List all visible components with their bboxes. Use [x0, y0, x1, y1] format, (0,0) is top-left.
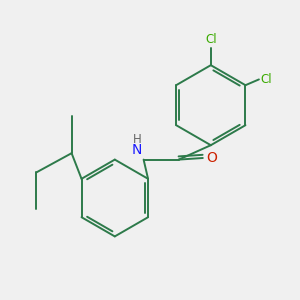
Text: Cl: Cl: [205, 33, 217, 46]
Text: O: O: [207, 151, 218, 165]
Text: Cl: Cl: [260, 73, 272, 86]
Text: H: H: [133, 133, 142, 146]
Text: N: N: [132, 143, 142, 157]
